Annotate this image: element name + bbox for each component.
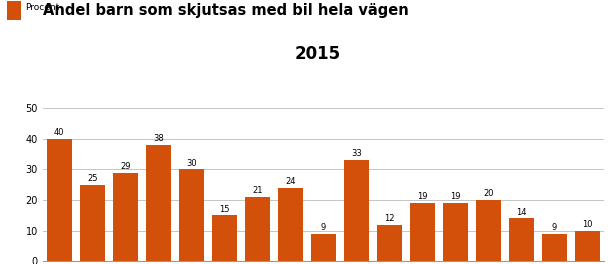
Text: Andel barn som skjutsas med bil hela vägen: Andel barn som skjutsas med bil hela väg… [43,3,409,18]
Bar [542,234,567,261]
Text: 9: 9 [552,223,557,232]
Bar [278,188,303,261]
Bar [80,185,104,261]
Text: 21: 21 [252,186,262,195]
Bar [476,200,501,261]
Bar [344,160,368,261]
Text: 10: 10 [582,220,593,229]
Text: 2015: 2015 [294,45,340,63]
Bar [410,203,435,261]
Text: 19: 19 [417,192,428,201]
Bar [47,139,71,261]
Text: 25: 25 [87,174,98,183]
Bar [146,145,171,261]
Bar [311,234,336,261]
Text: 29: 29 [120,162,131,171]
Text: 15: 15 [219,205,229,214]
Text: 9: 9 [321,223,326,232]
Text: 20: 20 [483,189,493,198]
Bar [443,203,468,261]
Text: 40: 40 [54,128,65,137]
Bar [575,231,600,261]
Bar [113,173,138,261]
Bar [179,169,204,261]
Text: 38: 38 [153,134,163,143]
Bar [377,225,402,261]
Text: 24: 24 [285,177,295,186]
Text: 30: 30 [186,159,196,168]
Bar [212,215,237,261]
Bar [245,197,270,261]
Text: 33: 33 [351,149,362,158]
Text: 12: 12 [384,214,395,223]
Text: Procent: Procent [26,3,60,12]
Bar [509,219,534,261]
Text: 14: 14 [516,208,526,217]
Text: 19: 19 [450,192,461,201]
